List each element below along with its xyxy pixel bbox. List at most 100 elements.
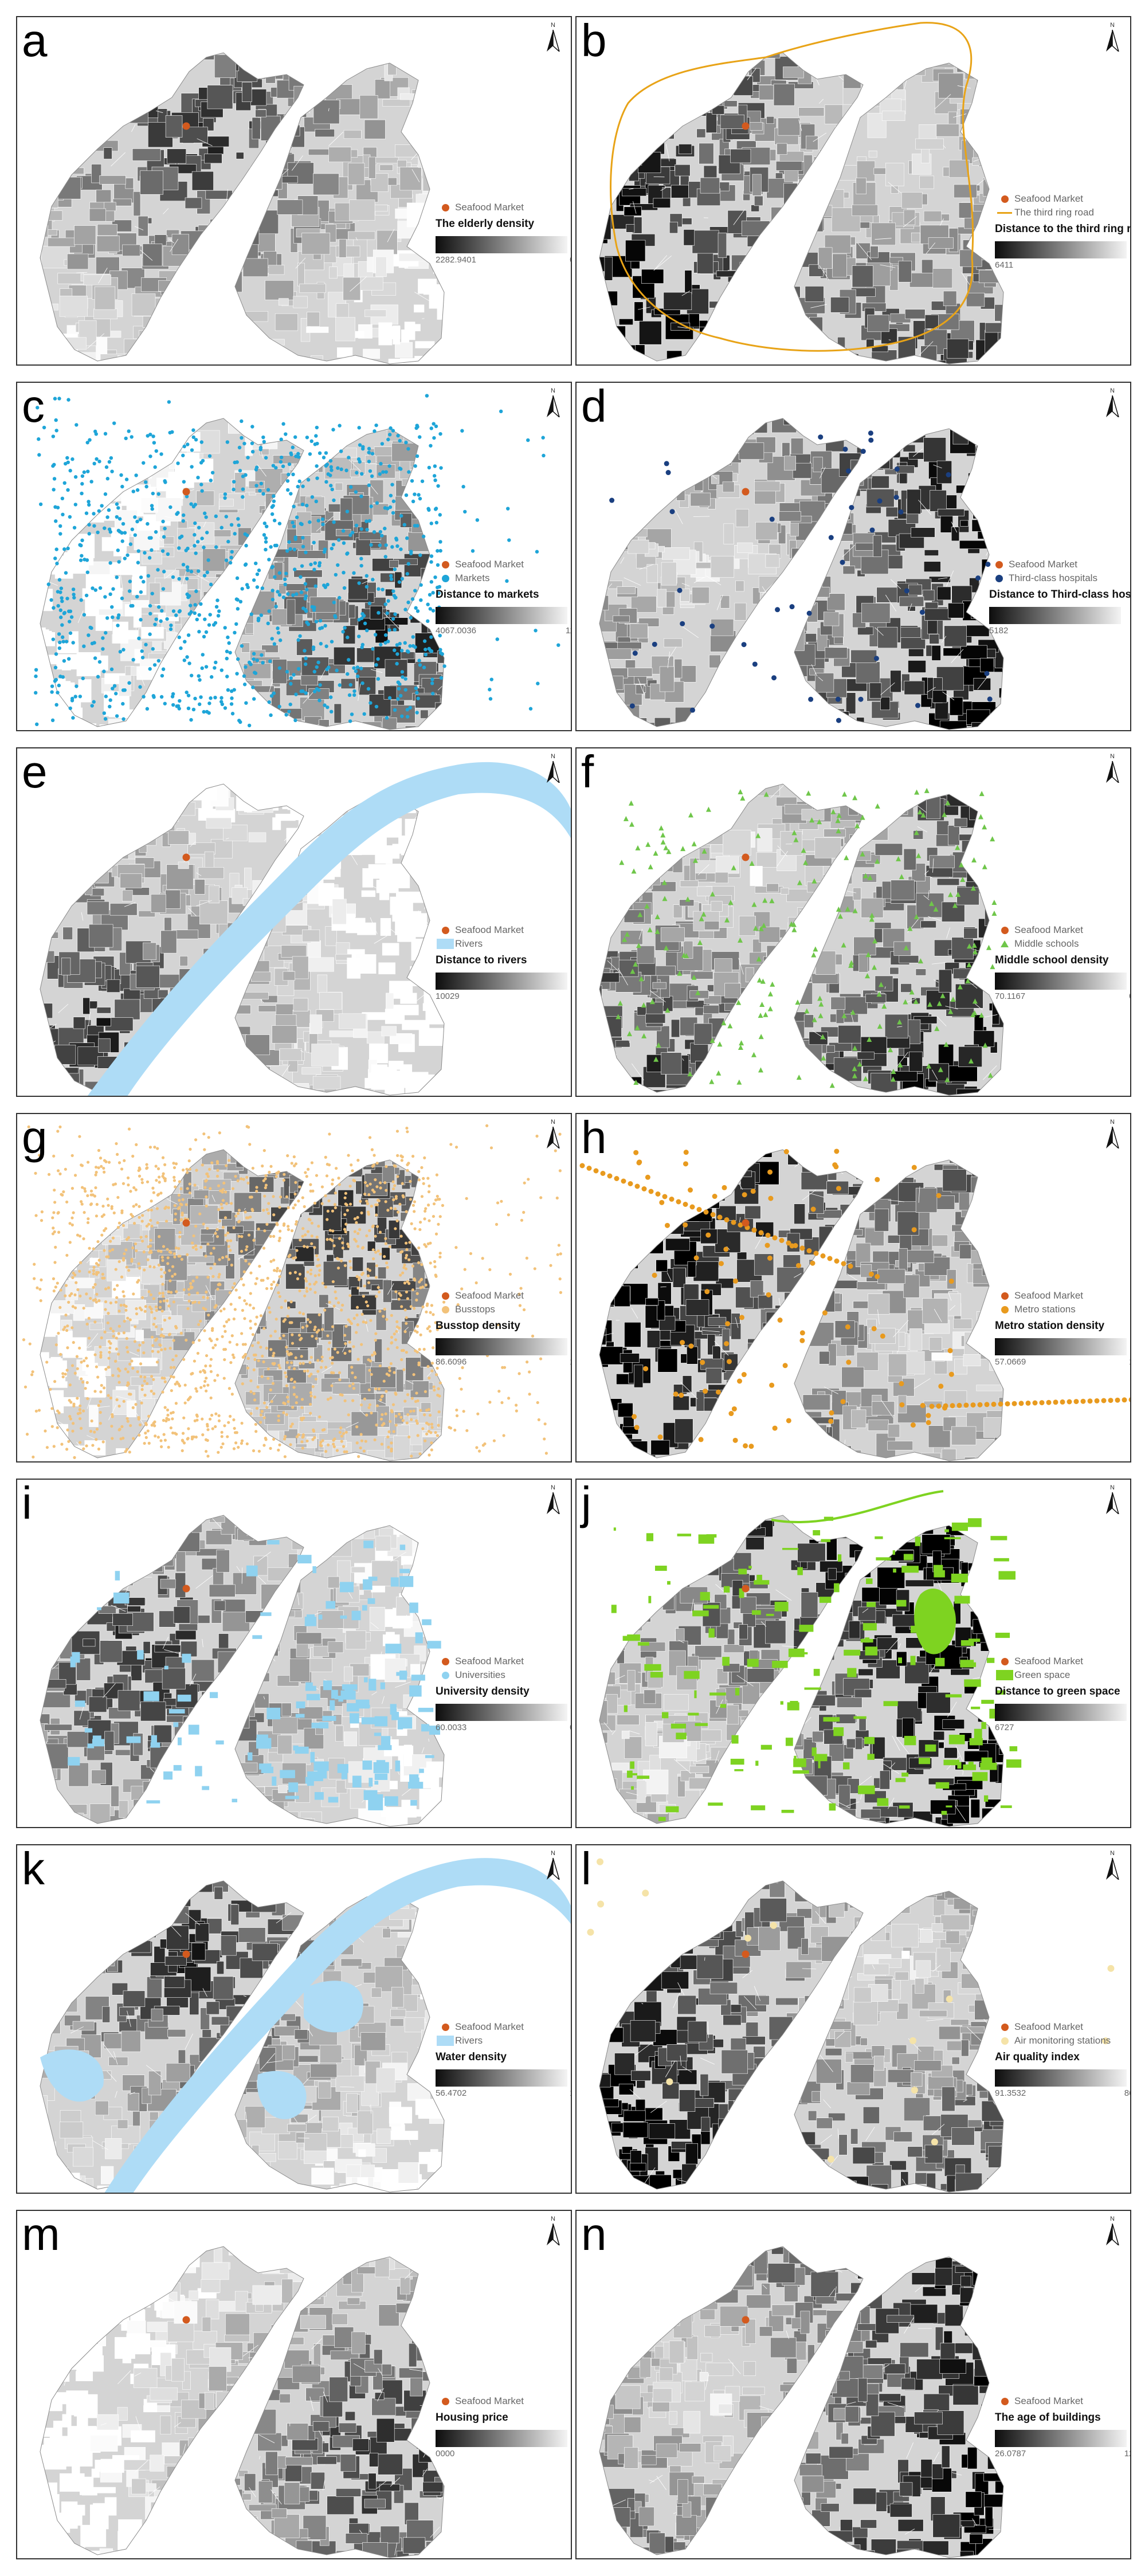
seafood-market-marker bbox=[182, 1585, 190, 1593]
north-label: N bbox=[544, 1119, 562, 1126]
legend-max-value: 0.0000 bbox=[570, 1723, 571, 1732]
legend-overlay-label: Third-class hospitals bbox=[1009, 573, 1097, 584]
legend-color-ramp bbox=[436, 1338, 567, 1355]
legend-overlay-label: Air monitoring stations bbox=[1014, 2035, 1111, 2046]
legend-color-ramp bbox=[995, 2069, 1127, 2087]
legend-overlay: Air monitoring stations bbox=[995, 2034, 1130, 2048]
legend-min-value: 26.0787 bbox=[995, 2449, 1026, 2459]
legend-seafood-market: Seafood Market bbox=[995, 1289, 1130, 1303]
panel-letter: b bbox=[581, 17, 607, 66]
hospitals-points bbox=[609, 430, 993, 723]
legend-ramp-labels: 00007970 bbox=[436, 2449, 571, 2459]
seafood-market-marker bbox=[182, 2316, 190, 2324]
map-legend: Seafood Market Metro stations Metro statio… bbox=[995, 1289, 1130, 1367]
seafood-market-marker bbox=[742, 1585, 750, 1593]
legend-seafood-market: Seafood Market bbox=[436, 1289, 571, 1303]
legend-title: Air quality index bbox=[995, 2051, 1130, 2066]
map-legend: Seafood Market Middle schools Middle schoo… bbox=[995, 923, 1130, 1001]
seafood-market-marker bbox=[742, 122, 750, 130]
legend-seafood-market-label: Seafood Market bbox=[1014, 924, 1083, 936]
legend-overlay: Green space bbox=[995, 1668, 1130, 1682]
legend-min-value: 56.4702 bbox=[436, 2088, 466, 2098]
legend-max-value: 12.2391 bbox=[1124, 2449, 1130, 2459]
legend-ramp-labels: 60.0033 0.0000 bbox=[436, 1723, 571, 1732]
map-legend: Seafood Market Rivers Distance to rivers 10… bbox=[436, 923, 571, 1001]
city-map bbox=[40, 1858, 571, 2193]
map-legend: Seafood Market The age of buildings 26.078… bbox=[995, 2394, 1130, 2459]
legend-overlay-label: The third ring road bbox=[1014, 207, 1094, 218]
city-map bbox=[599, 418, 1004, 730]
seafood-market-marker bbox=[742, 488, 750, 496]
map-legend: Seafood Market Busstops Busstop density 86.… bbox=[436, 1289, 571, 1367]
map-legend: Seafood Market Green space Distance to gre… bbox=[995, 1654, 1130, 1732]
panel-letter: d bbox=[581, 383, 607, 432]
legend-overlay-label: Middle schools bbox=[1014, 938, 1079, 950]
legend-color-ramp bbox=[436, 973, 567, 990]
legend-color-ramp bbox=[436, 236, 567, 253]
legend-seafood-market: Seafood Market bbox=[995, 2394, 1130, 2408]
legend-overlay-symbol-icon bbox=[995, 1670, 1014, 1680]
legend-seafood-market-label: Seafood Market bbox=[455, 924, 524, 936]
legend-seafood-market: Seafood Market bbox=[436, 923, 571, 937]
busstops-points bbox=[50, 1152, 442, 1454]
north-label: N bbox=[544, 387, 562, 394]
map-panel-b: b N Seafood Market The third ring road Dista… bbox=[575, 16, 1131, 366]
legend-seafood-market-label: Seafood Market bbox=[455, 2021, 524, 2033]
legend-min-value: 2282.9401 bbox=[436, 255, 476, 265]
legend-color-ramp bbox=[436, 607, 567, 624]
north-arrow-icon: N bbox=[1104, 753, 1121, 783]
legend-seafood-market: Seafood Market bbox=[995, 1654, 1130, 1668]
legend-seafood-market: Seafood Market bbox=[436, 558, 571, 571]
seafood-market-marker bbox=[182, 488, 190, 496]
legend-seafood-market-label: Seafood Market bbox=[1014, 193, 1083, 205]
map-legend: Seafood Market Air monitoring stations Air… bbox=[995, 2020, 1130, 2098]
legend-min-value: 5182 bbox=[989, 626, 1008, 636]
legend-overlay-label: Rivers bbox=[455, 938, 483, 950]
legend-overlay-symbol-icon bbox=[995, 2037, 1014, 2045]
legend-overlay: Rivers bbox=[436, 937, 571, 951]
north-arrow-icon: N bbox=[544, 1119, 562, 1148]
legend-seafood-market-label: Seafood Market bbox=[1014, 1290, 1083, 1301]
legend-seafood-market-symbol-icon bbox=[989, 560, 1009, 568]
legend-overlay: The third ring road bbox=[995, 206, 1130, 219]
panel-letter: j bbox=[581, 1480, 591, 1529]
map-legend: Seafood Market Universities University den… bbox=[436, 1654, 571, 1732]
legend-seafood-market: Seafood Market bbox=[436, 2020, 571, 2034]
map-panel-m: m N Seafood Market Housing price 00007970 bbox=[16, 2210, 572, 2559]
legend-seafood-market-symbol-icon bbox=[995, 926, 1014, 934]
map-panel-d: d N Seafood Market Third-class hospitals Dis… bbox=[575, 382, 1131, 731]
legend-min-value: 0000 bbox=[436, 2449, 454, 2459]
legend-title: Distance to Third-class hospitals bbox=[989, 589, 1130, 603]
panel-letter: a bbox=[22, 17, 48, 66]
legend-seafood-market-label: Seafood Market bbox=[1009, 559, 1077, 570]
legend-title: Middle school density bbox=[995, 954, 1130, 969]
north-arrow-icon: N bbox=[544, 2216, 562, 2245]
legend-overlay-label: Metro stations bbox=[1014, 1304, 1076, 1315]
map-panel-g: g N Seafood Market Busstops Busstop density 8… bbox=[16, 1113, 572, 1463]
legend-seafood-market-label: Seafood Market bbox=[1014, 2395, 1083, 2407]
legend-ramp-labels: 57.0669 1.0000 bbox=[995, 1357, 1130, 1367]
legend-ramp-labels: 26.0787 12.2391 bbox=[995, 2449, 1130, 2459]
legend-min-value: 60.0033 bbox=[436, 1723, 466, 1732]
schools-points bbox=[615, 787, 997, 1088]
legend-overlay-symbol-icon bbox=[436, 939, 455, 949]
river-shape bbox=[104, 1858, 571, 2193]
legend-seafood-market-symbol-icon bbox=[995, 1657, 1014, 1665]
legend-title: University density bbox=[436, 1685, 571, 1700]
legend-seafood-market: Seafood Market bbox=[989, 558, 1130, 571]
north-arrow-icon: N bbox=[1104, 1850, 1121, 1880]
legend-ramp-labels: 64110 bbox=[995, 260, 1130, 270]
city-map bbox=[40, 762, 571, 1096]
legend-color-ramp bbox=[995, 1704, 1127, 1721]
legend-overlay: Metro stations bbox=[995, 1303, 1130, 1316]
seafood-market-marker bbox=[742, 2316, 750, 2324]
city-map bbox=[34, 394, 560, 730]
university-patches bbox=[68, 1540, 441, 1810]
legend-overlay-symbol-icon bbox=[995, 211, 1014, 214]
north-label: N bbox=[1104, 1484, 1121, 1491]
city-map bbox=[599, 22, 1004, 364]
map-panel-a: a N Seafood Market The elderly density 2282.… bbox=[16, 16, 572, 366]
legend-ramp-labels: 2282.9401 0.0000 bbox=[436, 255, 571, 265]
seafood-market-marker bbox=[742, 1219, 750, 1227]
legend-min-value: 6727 bbox=[995, 1723, 1014, 1732]
